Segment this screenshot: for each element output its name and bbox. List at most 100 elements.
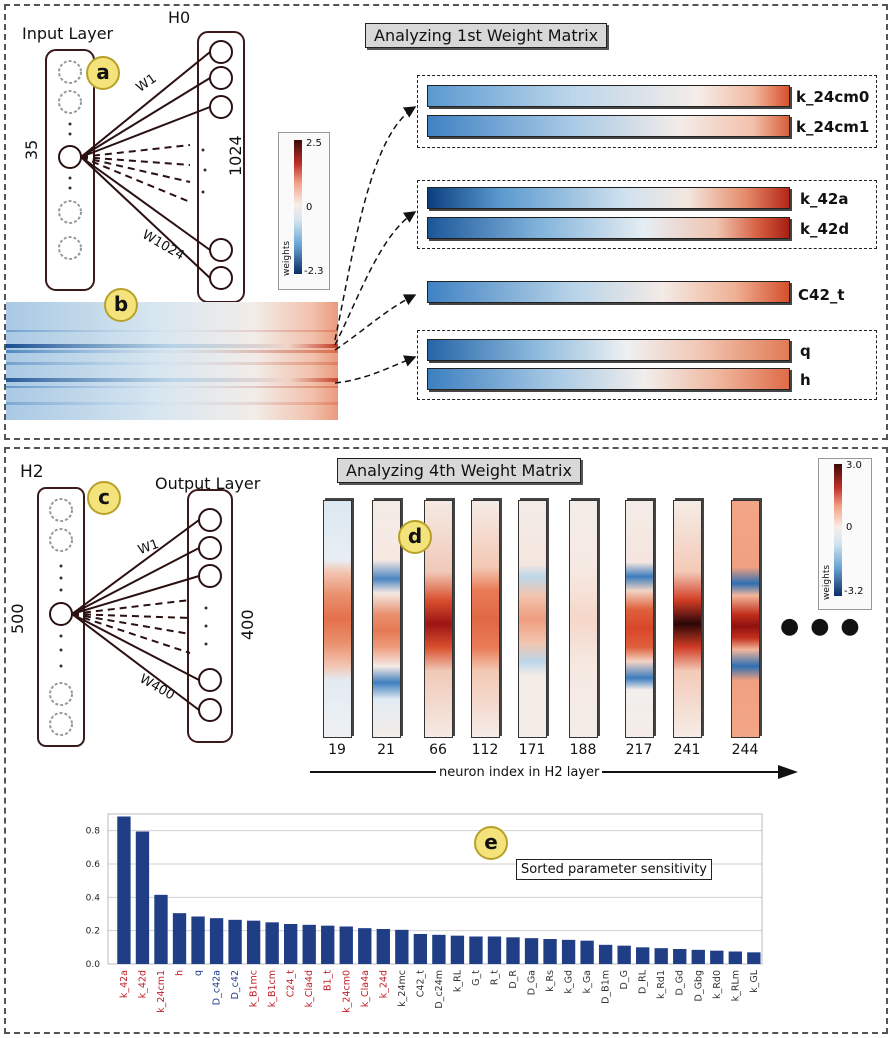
bottom-panel (4, 447, 888, 1034)
colorbar-2-gradient (834, 464, 842, 596)
sensitivity-bar (191, 916, 205, 964)
sensitivity-bar-chart: 0.0 0.2 0.4 0.6 0.8 k_42a k_42d k_24cm1 h q D_c42a… (86, 813, 763, 1013)
badge-a: a (86, 56, 120, 90)
x-tick-label: D_c42a (212, 970, 223, 1005)
weight-bar-k24cm1 (427, 115, 790, 137)
x-tick-label: k_24d (378, 970, 389, 998)
sensitivity-bar (135, 831, 150, 964)
neuron-index-66: 66 (429, 742, 447, 758)
neuron-column-241 (673, 500, 702, 738)
x-tick-label: k_Gd (564, 970, 575, 994)
output-count: 400 (238, 609, 257, 640)
x-tick-label: D_c42 (230, 970, 241, 999)
x-tick-label: G_t (471, 970, 482, 986)
neuron-column-188 (569, 500, 598, 738)
group-box-qh (417, 330, 877, 400)
colorbar-2-max: 3.0 (846, 460, 862, 471)
output-layer-label: Output Layer (155, 474, 261, 493)
sensitivity-bar (543, 939, 557, 964)
neuron-column-19 (323, 500, 352, 738)
weight-label-h: h (800, 371, 811, 389)
neuron-index-217: 217 (625, 742, 653, 758)
sensitivity-bar (265, 922, 279, 964)
colorbar-1 (278, 132, 330, 290)
weight-label-k24cm1: k_24cm1 (796, 118, 870, 136)
sensitivity-bar (339, 926, 353, 964)
sensitivity-bar (302, 924, 316, 964)
sensitivity-bar (524, 938, 539, 964)
x-tick-label: k_Cla4d (304, 970, 315, 1007)
colorbar-1-max: 2.5 (306, 138, 322, 149)
colorbar-1-gradient (294, 140, 302, 274)
x-tick-label: C24_t (286, 970, 297, 997)
sensitivity-bar (469, 936, 483, 964)
sensitivity-bar (580, 940, 594, 964)
sensitivity-bar (246, 920, 261, 964)
h2-label: H2 (20, 462, 44, 482)
badge-e: e (474, 826, 508, 860)
weight-bar-k42a (427, 187, 790, 209)
x-tick-label: D_Ga (527, 970, 538, 995)
neuron-index-112: 112 (471, 742, 499, 758)
x-tick-label: k_Cla4a (360, 970, 371, 1007)
neuron-column-217 (625, 500, 654, 738)
sensitivity-bar (654, 948, 668, 964)
sensitivity-bar (636, 947, 650, 964)
colorbar-1-mid: 0 (306, 202, 313, 213)
sensitivity-bar (172, 913, 187, 964)
sensitivity-bar (506, 937, 520, 964)
sensitivity-bar (561, 939, 576, 964)
sensitivity-bar (747, 952, 761, 964)
neuron-column-244 (731, 500, 760, 738)
neuron-index-171: 171 (518, 742, 546, 758)
sensitivity-bar (432, 934, 446, 964)
sensitivity-bar (728, 951, 742, 964)
ellipsis: ● ● ● (780, 614, 862, 639)
neuron-index-21: 21 (377, 742, 395, 758)
weight-label-k42d: k_42d (800, 220, 850, 238)
sensitivity-bar (617, 945, 631, 964)
hidden-count: 1024 (226, 135, 245, 176)
x-tick-label: D_B1m (601, 970, 612, 1004)
neuron-column-21 (372, 500, 401, 738)
x-tick-label: k_42d (137, 970, 148, 998)
x-tick-label: k_24mc (397, 970, 408, 1007)
x-tick-label: k_GL (749, 969, 760, 993)
badge-c: c (87, 481, 121, 515)
x-tick-label: B1_t (323, 970, 334, 991)
x-tick-label: D_RL (638, 969, 649, 994)
weight-bar-q (427, 339, 790, 361)
sensitivity-bar (376, 929, 390, 964)
sensitivity-bar (209, 918, 224, 964)
x-tick-label: D_Gd (675, 970, 686, 995)
x-tick-label: k_B1mc (249, 970, 260, 1007)
x-tick-label: k_Ga (582, 970, 593, 993)
sensitivity-bar (710, 950, 724, 964)
x-tick-label: k_24cm0 (341, 970, 352, 1013)
input-layer-label: Input Layer (22, 24, 114, 43)
colorbar-1-title: weights (282, 240, 292, 276)
sensitivity-bar (284, 924, 298, 964)
x-tick-label: k_Rd0 (712, 970, 723, 999)
neuron-index-244: 244 (731, 742, 759, 758)
first-matrix-title: Analyzing 1st Weight Matrix (365, 23, 608, 48)
x-tick-label: D_R (508, 970, 519, 989)
top-panel (4, 4, 888, 440)
sensitivity-bar (154, 894, 168, 964)
weight-label-k42a: k_42a (800, 190, 849, 208)
colorbar-2-mid: 0 (846, 522, 853, 533)
input-count: 35 (22, 139, 41, 160)
x-tick-label: k_42a (119, 970, 130, 998)
sensitivity-bar (598, 944, 613, 964)
badge-b: b (104, 288, 138, 322)
colorbar-2-min: -3.2 (844, 586, 864, 597)
heatmap-b (6, 302, 338, 420)
sensitivity-bar (450, 935, 465, 964)
weight-bar-k42d (427, 217, 790, 239)
weight-label-c42t: C42_t (798, 286, 845, 304)
sensitivity-bar (358, 928, 372, 964)
network-diagram-c (37, 487, 233, 747)
badge-d: d (398, 520, 432, 554)
sensitivity-bar (413, 934, 428, 964)
y-tick-label: 0.0 (86, 960, 101, 970)
